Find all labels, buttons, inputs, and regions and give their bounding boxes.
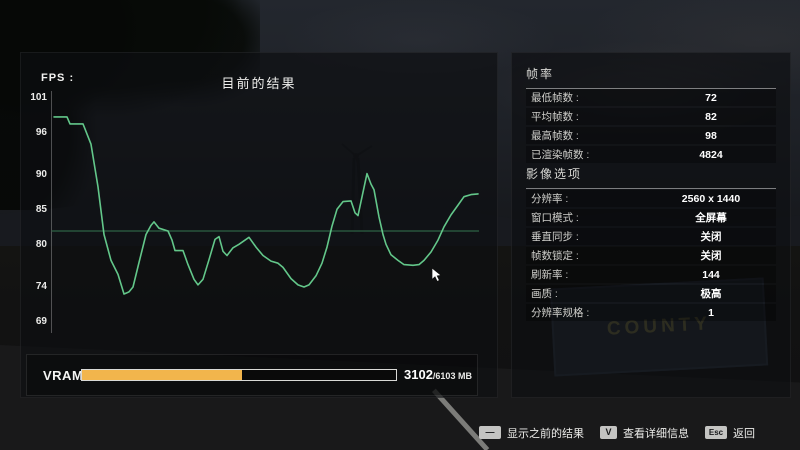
hint-label: 查看详细信息: [623, 427, 689, 440]
stat-row-frames-rendered: 已渲染帧数 : 4824: [526, 146, 776, 163]
stat-row-vsync: 垂直同步 : 关闭: [526, 228, 776, 245]
stat-value: 2560 x 1440: [681, 192, 741, 205]
spacebar-key-icon: —: [479, 426, 501, 439]
stat-value: 关闭: [700, 250, 722, 262]
hint-bar: — 显示之前的结果 V 查看详细信息 Esc 返回: [479, 425, 755, 440]
video-options-header: 影像选项: [526, 165, 776, 189]
mouse-cursor: [431, 268, 442, 282]
stat-label: 最高帧数 :: [531, 130, 579, 142]
fps-line-chart: [51, 91, 479, 333]
esc-key-icon: Esc: [705, 426, 727, 439]
y-axis-tick: 90: [35, 169, 47, 180]
y-axis-tick: 69: [35, 316, 47, 327]
hint-back[interactable]: Esc 返回: [705, 425, 755, 441]
y-axis-tick: 85: [35, 204, 47, 215]
stat-label: 分辨率规格 :: [531, 307, 590, 319]
fps-series-line: [53, 116, 479, 295]
framerate-stats: 最低帧数 : 72 平均帧数 : 82 最高帧数 : 98 已渲染帧数 : 48…: [526, 89, 776, 163]
vram-value: 3102/6103 MB: [404, 366, 472, 384]
vram-bar: [81, 369, 397, 381]
stat-value: 全屏幕: [695, 212, 727, 224]
stat-value: 98: [705, 129, 717, 142]
stat-value: 4824: [699, 148, 723, 161]
stat-row-resolution: 分辨率 : 2560 x 1440: [526, 190, 776, 207]
stat-label: 已渲染帧数 :: [531, 149, 590, 161]
video-options-stats: 分辨率 : 2560 x 1440 窗口模式 : 全屏幕 垂直同步 : 关闭 帧…: [526, 190, 776, 321]
y-axis-tick: 74: [35, 281, 47, 292]
stat-row-refresh-rate: 刷新率 : 144: [526, 266, 776, 283]
stat-value: 极高: [700, 288, 722, 300]
stat-label: 刷新率 :: [531, 269, 569, 281]
stat-label: 分辨率 :: [531, 193, 569, 205]
stat-label: 帧数锁定 :: [531, 250, 579, 262]
stat-row-min-fps: 最低帧数 : 72: [526, 89, 776, 106]
current-results-panel: 目前的结果 FPS : 101 96 90 85 80 74 69 VRAM 3…: [20, 52, 498, 398]
stat-value: 关闭: [700, 231, 722, 243]
panel-title: 目前的结果: [221, 76, 297, 91]
hint-label: 显示之前的结果: [507, 427, 584, 440]
stat-row-max-fps: 最高帧数 : 98: [526, 127, 776, 144]
stat-row-avg-fps: 平均帧数 : 82: [526, 108, 776, 125]
y-axis-tick: 96: [35, 127, 47, 138]
stat-label: 垂直同步 :: [531, 231, 579, 243]
stat-value: 1: [708, 306, 714, 319]
y-axis-tick: 101: [30, 92, 47, 103]
stat-label: 画质 :: [531, 288, 558, 300]
stat-value: 144: [702, 268, 720, 281]
vram-total-mb: /6103 MB: [432, 371, 472, 381]
stat-row-quality: 画质 : 极高: [526, 285, 776, 302]
y-axis-tick: 80: [35, 239, 47, 250]
hint-view-details[interactable]: V 查看详细信息: [600, 425, 689, 441]
stat-label: 窗口模式 :: [531, 212, 579, 224]
vram-usage-strip: VRAM 3102/6103 MB: [26, 354, 478, 396]
stats-panel: 帧率 最低帧数 : 72 平均帧数 : 82 最高帧数 : 98 已渲染帧数 :…: [511, 52, 791, 398]
v-key-icon: V: [600, 426, 617, 439]
stat-row-window-mode: 窗口模式 : 全屏幕: [526, 209, 776, 226]
vram-used-mb: 3102: [404, 367, 433, 382]
fps-axis-label: FPS :: [41, 72, 75, 84]
vram-label: VRAM: [43, 367, 84, 383]
vram-bar-fill: [82, 370, 242, 380]
hint-label: 返回: [733, 427, 755, 440]
stat-row-fps-lock: 帧数锁定 : 关闭: [526, 247, 776, 264]
hint-show-previous-results[interactable]: — 显示之前的结果: [479, 425, 584, 441]
stat-label: 最低帧数 :: [531, 92, 579, 104]
stat-value: 82: [705, 110, 717, 123]
stat-label: 平均帧数 :: [531, 111, 579, 123]
framerate-header: 帧率: [526, 65, 776, 89]
stat-value: 72: [705, 91, 717, 104]
stat-row-resolution-scale: 分辨率规格 : 1: [526, 304, 776, 321]
